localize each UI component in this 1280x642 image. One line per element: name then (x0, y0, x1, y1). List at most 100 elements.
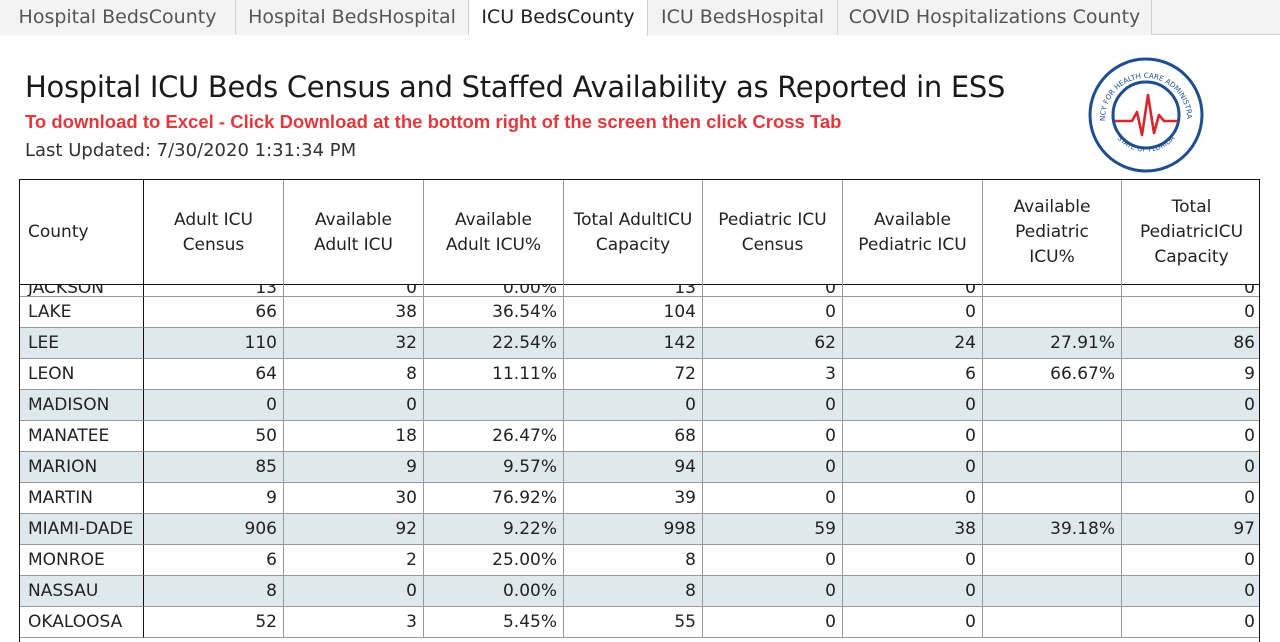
tab-hospital-beds-hospital[interactable]: Hospital BedsHospital (236, 0, 469, 35)
col-header-total-adult-icu-capacity[interactable]: Total AdultICU Capacity (564, 180, 703, 285)
cell-available-adult-icu: 0 (284, 285, 424, 297)
table-row[interactable]: MONROE 6 2 25.00% 8 0 0 0 (20, 545, 1259, 576)
download-instruction: To download to Excel - Click Download at… (25, 111, 842, 132)
tab-icu-beds-county[interactable]: ICU BedsCounty (469, 0, 648, 36)
table-row[interactable]: NASSAU 8 0 0.00% 8 0 0 0 (20, 576, 1259, 607)
cell-total-adult-icu-capacity: 998 (564, 514, 703, 545)
cell-total-adult-icu-capacity: 72 (564, 359, 703, 390)
heartbeat-pulse-icon (1115, 93, 1178, 137)
table-row[interactable]: OKALOOSA 52 3 5.45% 55 0 0 0 (20, 607, 1259, 638)
cell-available-pediatric-icu: 0 (843, 297, 983, 328)
cell-adult-icu-census: 6 (144, 545, 284, 576)
cell-available-pediatric-icu-pct: 27.91% (983, 328, 1122, 359)
col-header-pediatric-icu-census[interactable]: Pediatric ICU Census (703, 180, 843, 285)
col-header-total-pediatric-icu-capacity[interactable]: Total PediatricICU Capacity (1139, 197, 1244, 267)
cell-adult-icu-census: 64 (144, 359, 284, 390)
cell-county: LAKE (20, 297, 144, 328)
cell-total-pediatric-icu-capacity: 0 (1122, 576, 1259, 607)
cell-available-pediatric-icu: 6 (843, 359, 983, 390)
cell-available-adult-icu-pct: 76.92% (424, 483, 564, 514)
cell-total-pediatric-icu-capacity: 86 (1122, 328, 1259, 359)
cell-pediatric-icu-census: 0 (703, 297, 843, 328)
cell-total-pediatric-icu-capacity: 0 (1122, 297, 1259, 328)
cell-pediatric-icu-census: 0 (703, 390, 843, 421)
tab-icu-beds-hospital[interactable]: ICU BedsHospital (648, 0, 838, 35)
cell-total-pediatric-icu-capacity: 0 (1122, 483, 1259, 514)
cell-available-pediatric-icu-pct (983, 421, 1122, 452)
col-header-adult-icu-census[interactable]: Adult ICU Census (144, 180, 284, 285)
cell-available-pediatric-icu: 0 (843, 483, 983, 514)
cell-available-pediatric-icu: 0 (843, 452, 983, 483)
cell-total-pediatric-icu-capacity: 97 (1122, 514, 1259, 545)
cell-adult-icu-census: 0 (144, 390, 284, 421)
cell-available-adult-icu: 9 (284, 452, 424, 483)
cell-county: MADISON (20, 390, 144, 421)
cell-available-pediatric-icu: 0 (843, 285, 983, 297)
cell-total-pediatric-icu-capacity: 0 (1122, 607, 1259, 638)
cell-pediatric-icu-census: 0 (703, 607, 843, 638)
col-header-available-pediatric-icu[interactable]: Available Pediatric ICU (843, 180, 983, 285)
col-header-available-adult-icu-pct[interactable]: Available Adult ICU% (424, 180, 564, 285)
cell-available-pediatric-icu-pct (983, 297, 1122, 328)
cell-available-adult-icu-pct: 26.47% (424, 421, 564, 452)
cell-adult-icu-census: 52 (144, 607, 284, 638)
cell-available-adult-icu: 2 (284, 545, 424, 576)
table-row[interactable]: LEE 110 32 22.54% 142 62 24 27.91% 86 (20, 328, 1259, 359)
table-row[interactable]: LEON 64 8 11.11% 72 3 6 66.67% 9 (20, 359, 1259, 390)
cell-total-adult-icu-capacity: 39 (564, 483, 703, 514)
table-row[interactable]: MADISON 0 0 0 0 0 0 (20, 390, 1259, 421)
cell-pediatric-icu-census: 3 (703, 359, 843, 390)
cell-county: JACKSON (20, 285, 144, 297)
cell-available-adult-icu: 38 (284, 297, 424, 328)
cell-available-adult-icu-pct: 5.45% (424, 607, 564, 638)
cell-available-adult-icu-pct: 25.00% (424, 545, 564, 576)
cell-available-adult-icu-pct: 0.00% (424, 285, 564, 297)
col-header-available-pediatric-icu-pct[interactable]: Available Pediatric ICU% (983, 180, 1122, 285)
cell-pediatric-icu-census: 0 (703, 421, 843, 452)
cell-available-pediatric-icu: 0 (843, 421, 983, 452)
cell-county: OKALOOSA (20, 607, 144, 638)
cell-total-adult-icu-capacity: 13 (564, 285, 703, 297)
cell-county: LEON (20, 359, 144, 390)
ahca-florida-seal-logo: AGENCY FOR HEALTH CARE ADMINISTRATION ST… (1088, 57, 1204, 173)
cell-pediatric-icu-census: 0 (703, 545, 843, 576)
cell-total-pediatric-icu-capacity: 0 (1122, 285, 1259, 297)
cell-available-pediatric-icu-pct (983, 390, 1122, 421)
cell-adult-icu-census: 13 (144, 285, 284, 297)
cell-county: MONROE (20, 545, 144, 576)
table-row[interactable]: MARION 85 9 9.57% 94 0 0 0 (20, 452, 1259, 483)
last-updated-timestamp: Last Updated: 7/30/2020 1:31:34 PM (25, 140, 357, 161)
tab-hospital-beds-county[interactable]: Hospital BedsCounty (0, 0, 236, 35)
cell-pediatric-icu-census: 0 (703, 285, 843, 297)
cell-adult-icu-census: 906 (144, 514, 284, 545)
cell-total-adult-icu-capacity: 8 (564, 545, 703, 576)
cell-total-adult-icu-capacity: 94 (564, 452, 703, 483)
cell-county: NASSAU (20, 576, 144, 607)
cell-adult-icu-census: 66 (144, 297, 284, 328)
col-header-county[interactable]: County (20, 180, 144, 285)
cell-available-adult-icu-pct: 22.54% (424, 328, 564, 359)
cell-total-adult-icu-capacity: 68 (564, 421, 703, 452)
cell-available-adult-icu: 3 (284, 607, 424, 638)
cell-available-pediatric-icu: 0 (843, 545, 983, 576)
cell-pediatric-icu-census: 62 (703, 328, 843, 359)
table-row[interactable]: MANATEE 50 18 26.47% 68 0 0 0 (20, 421, 1259, 452)
table-row[interactable]: MARTIN 9 30 76.92% 39 0 0 0 (20, 483, 1259, 514)
cell-adult-icu-census: 50 (144, 421, 284, 452)
col-header-available-adult-icu[interactable]: Available Adult ICU (284, 180, 424, 285)
cell-available-adult-icu-pct: 36.54% (424, 297, 564, 328)
table-row[interactable]: MIAMI-DADE 906 92 9.22% 998 59 38 39.18% 97 (20, 514, 1259, 545)
cell-available-pediatric-icu-pct (983, 545, 1122, 576)
icu-beds-county-table: County Adult ICU Census Available Adult IC… (19, 179, 1260, 642)
cell-available-adult-icu: 8 (284, 359, 424, 390)
cell-available-adult-icu: 0 (284, 390, 424, 421)
cell-total-adult-icu-capacity: 0 (564, 390, 703, 421)
cell-available-adult-icu: 18 (284, 421, 424, 452)
cell-total-pediatric-icu-capacity: 0 (1122, 545, 1259, 576)
tab-covid-hospitalizations-county[interactable]: COVID Hospitalizations County (838, 0, 1152, 35)
cell-available-adult-icu: 0 (284, 576, 424, 607)
cell-available-pediatric-icu-pct: 66.67% (983, 359, 1122, 390)
table-row[interactable]: JACKSON 13 0 0.00% 13 0 0 0 (20, 285, 1259, 297)
cell-county: MARTIN (20, 483, 144, 514)
table-row[interactable]: LAKE 66 38 36.54% 104 0 0 0 (20, 297, 1259, 328)
